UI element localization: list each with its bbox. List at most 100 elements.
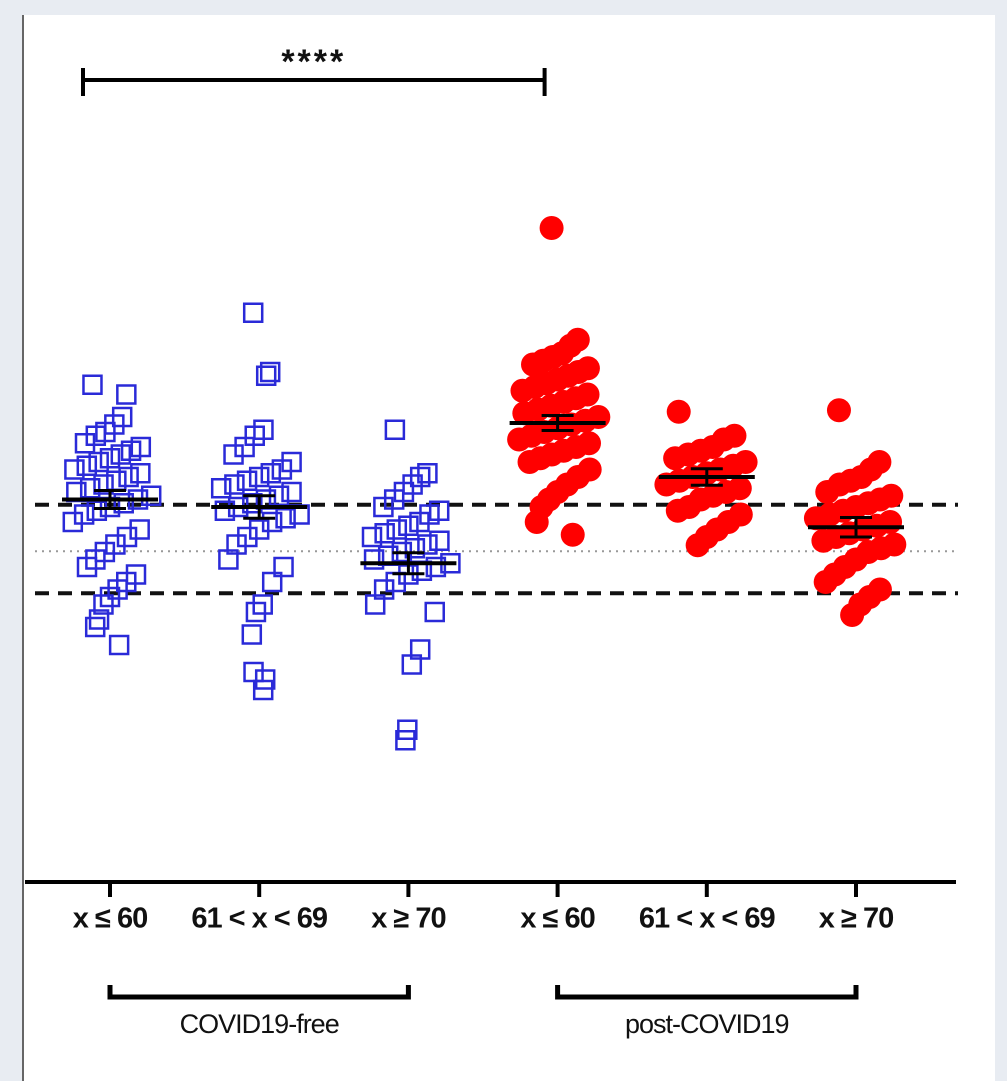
data-point [234,436,255,458]
data-point [223,444,244,465]
data-point [116,526,138,548]
data-point [86,500,108,521]
data-point [685,533,710,558]
data-point [361,526,383,548]
data-point [254,669,276,690]
data-point [429,530,450,551]
data-point [224,474,245,495]
data-point [64,459,85,480]
data-point [374,523,395,544]
error-bar [392,551,425,576]
group-bracket [107,985,411,1000]
data-point [363,549,385,570]
data-point [815,480,840,504]
significance-bar [81,68,547,96]
data-point [261,571,283,593]
data-point [404,538,426,559]
data-point [108,634,130,656]
data-point [248,466,270,488]
data-point [395,730,416,751]
data-point [811,528,836,553]
data-point [82,374,103,395]
data-point [62,511,84,533]
data-point [666,399,691,424]
data-point [840,603,865,627]
x-tick-label: x ≥ 70 [371,903,445,935]
error-bar [840,516,872,539]
x-tick-label: x ≤ 60 [520,903,594,935]
data-point [401,654,423,675]
data-point [425,556,447,578]
data-point [255,365,277,386]
data-point [93,594,114,615]
data-point [236,470,258,491]
significance-label: **** [281,43,346,81]
data-point [99,586,121,608]
data-point [241,624,263,645]
data-point [424,601,445,623]
data-point [76,455,98,476]
data-point [260,463,282,484]
group-bracket [555,985,859,1000]
data-point [386,519,408,540]
x-tick-label: 61 < x < 69 [639,903,776,935]
data-point [417,534,438,555]
error-bar [541,414,574,432]
data-point [88,451,109,473]
data-point [384,419,406,440]
data-point [245,601,267,623]
data-point [107,579,128,600]
error-bar [690,467,723,487]
data-point [105,534,126,555]
data-point [273,556,294,578]
data-point [813,570,838,594]
data-point [275,508,296,529]
error-bar [94,489,126,510]
data-point [116,384,137,405]
data-point [507,427,532,452]
data-point [120,440,142,461]
x-tick-label: 61 < x < 69 [191,903,328,935]
data-point [84,616,106,638]
data-point [524,510,549,534]
group-label: COVID19-free [180,1009,339,1039]
data-point [261,511,283,533]
data-point [364,594,386,615]
data-point [512,401,537,426]
data-point [129,519,150,540]
data-point [242,302,264,323]
data-point [398,515,419,536]
data-point [74,433,96,454]
data-point [218,549,239,570]
data-point [510,378,535,403]
data-point [88,609,110,630]
data-point [79,478,101,499]
data-point [373,496,394,518]
data-point [826,398,851,423]
error-bar [243,494,276,520]
data-point [210,478,232,499]
data-point [521,352,545,377]
data-point [259,361,281,383]
x-tick-label: x ≥ 70 [819,903,893,935]
data-point [409,511,430,533]
data-point [517,450,542,474]
data-point [99,448,121,469]
data-point [383,489,405,510]
data-point [130,463,151,484]
x-tick-label: x ≤ 60 [73,903,147,935]
data-point [214,500,236,521]
data-point [539,216,564,240]
data-point [665,498,690,523]
data-point [252,594,273,615]
data-point [417,463,438,484]
data-point [140,485,162,506]
data-point [76,556,98,578]
group-label: post-COVID19 [625,1009,789,1039]
data-point [110,444,132,465]
data-point [803,506,828,531]
data-point [85,425,107,446]
data-point [397,719,418,740]
